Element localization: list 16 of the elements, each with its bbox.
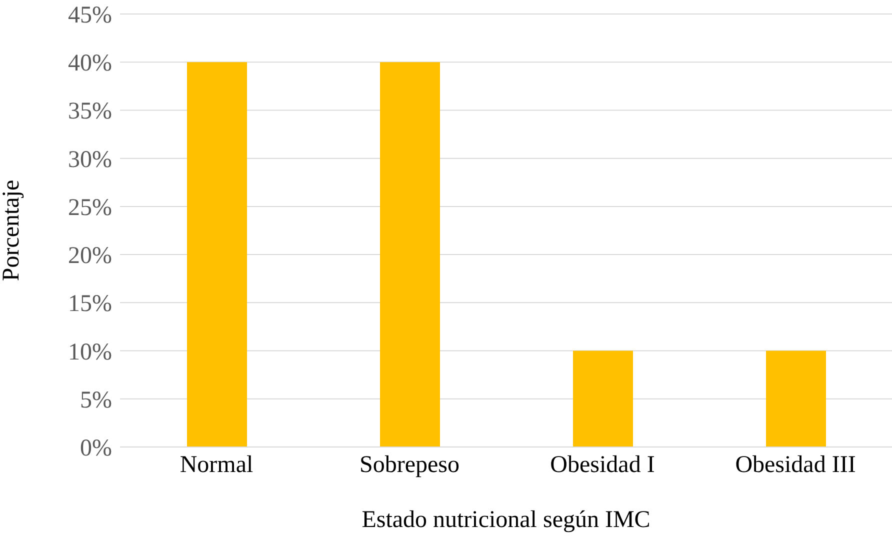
y-tick-label: 25% <box>68 194 112 221</box>
y-tick-label: 40% <box>68 50 112 77</box>
y-tick-label: 30% <box>68 146 112 173</box>
y-tick-label: 5% <box>80 387 112 414</box>
y-axis-title: Porcentaje <box>0 180 25 282</box>
x-axis-title: Estado nutricional según IMC <box>362 507 650 533</box>
x-tick-label: Normal <box>180 452 254 478</box>
x-tick-label: Obesidad I <box>550 452 655 478</box>
y-tick-label: 15% <box>68 291 112 318</box>
x-tick-label: Obesidad III <box>735 452 856 478</box>
x-tick-label: Sobrepeso <box>360 452 460 478</box>
y-tick-label: 10% <box>68 339 112 366</box>
y-tick-label: 45% <box>68 2 112 29</box>
y-tick-label: 20% <box>68 243 112 270</box>
y-tick-label: 0% <box>80 436 112 462</box>
y-tick-label: 35% <box>68 98 112 125</box>
